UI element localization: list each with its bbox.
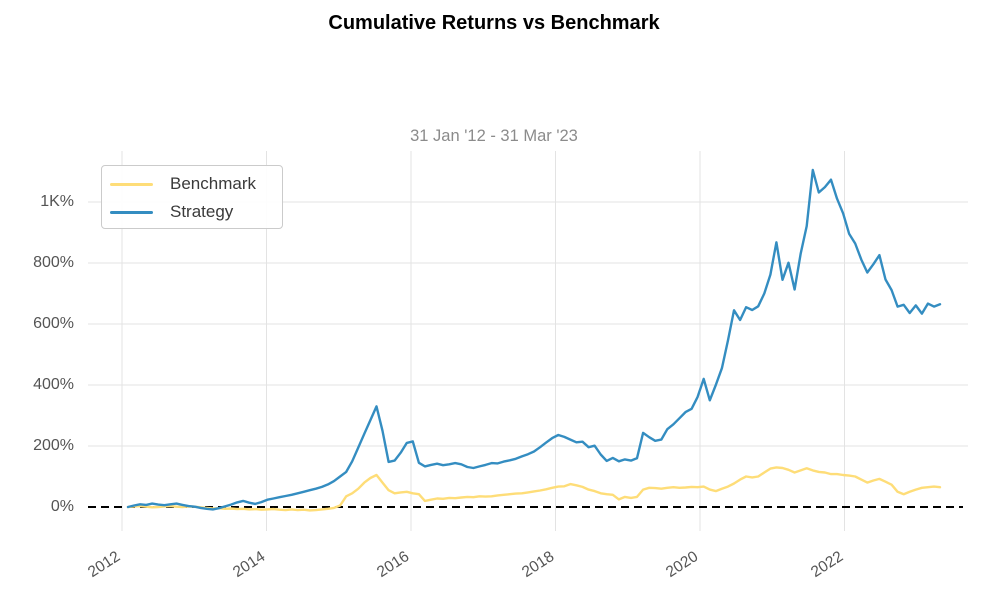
y-axis-tick-label: 600% [33,315,74,332]
strategy-line [126,168,942,511]
benchmark-line [126,466,942,512]
legend-label-benchmark: Benchmark [170,174,256,193]
chart-title: Cumulative Returns vs Benchmark [328,12,660,34]
y-axis-tick-label: 200% [33,437,74,454]
y-axis-tick-label: 400% [33,376,74,393]
legend-item-strategy: Strategy [102,198,282,226]
chart-date-range-subtitle: 31 Jan '12 - 31 Mar '23 [410,127,578,145]
legend-box: Benchmark Strategy [101,165,283,229]
benchmark-line-swatch [110,182,153,186]
legend-label-strategy: Strategy [170,202,234,221]
strategy-line-swatch [110,210,153,214]
legend-item-benchmark: Benchmark [102,170,282,198]
y-axis-tick-label: 800% [33,254,74,271]
y-axis-tick-label: 1K% [40,193,74,210]
y-axis-tick-label: 0% [50,498,74,515]
